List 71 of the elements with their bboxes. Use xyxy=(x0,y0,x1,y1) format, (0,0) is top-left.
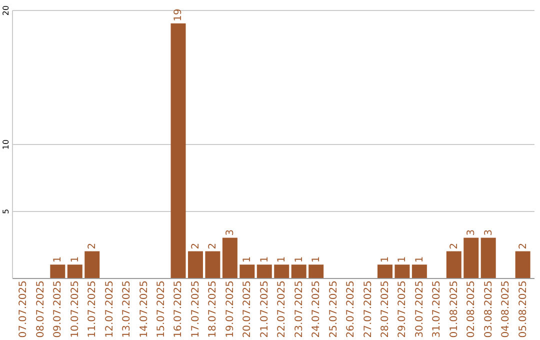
y-tick-label: 10 xyxy=(2,139,10,150)
x-tick-label: 19.07.2025 xyxy=(224,280,236,338)
x-tick-label: 08.07.2025 xyxy=(35,280,46,338)
x-tick-label: 04.08.2025 xyxy=(500,280,512,338)
bar xyxy=(67,264,82,278)
x-tick-label: 30.07.2025 xyxy=(414,280,426,338)
x-tick-label: 21.07.2025 xyxy=(259,280,270,338)
bar xyxy=(412,264,427,278)
bar xyxy=(240,264,255,278)
x-tick-label: 16.07.2025 xyxy=(173,280,184,338)
data-label: 3 xyxy=(483,229,494,236)
x-tick-label: 15.07.2025 xyxy=(156,280,168,338)
y-tick-label: 5 xyxy=(2,208,10,214)
x-tick-label: 13.07.2025 xyxy=(122,280,133,338)
bar xyxy=(205,251,220,278)
bar xyxy=(446,251,462,278)
data-label: 2 xyxy=(208,242,219,250)
data-label: 1 xyxy=(397,256,408,263)
bar xyxy=(50,264,66,278)
data-label: 1 xyxy=(276,256,288,263)
data-label: 2 xyxy=(518,242,529,250)
x-tick-label: 14.07.2025 xyxy=(138,280,150,338)
data-label: 3 xyxy=(466,229,478,236)
data-label: 1 xyxy=(311,256,322,263)
data-label: 1 xyxy=(259,256,270,263)
x-tick-label: 25.07.2025 xyxy=(328,280,340,338)
x-tick-label: 26.07.2025 xyxy=(346,280,357,338)
x-tick-label: 20.07.2025 xyxy=(242,280,254,338)
bar xyxy=(291,264,306,278)
x-tick-label: 01.08.2025 xyxy=(448,280,460,338)
data-label: 1 xyxy=(414,256,426,263)
data-label: 1 xyxy=(242,256,254,263)
data-label: 1 xyxy=(52,256,64,263)
x-tick-label: 12.07.2025 xyxy=(104,280,116,338)
bar xyxy=(274,264,290,278)
bar xyxy=(515,251,530,278)
x-tick-label: 24.07.2025 xyxy=(311,280,322,338)
bar xyxy=(464,238,479,278)
x-tick-label: 09.07.2025 xyxy=(52,280,64,338)
x-tick-label: 05.08.2025 xyxy=(518,280,529,338)
bar xyxy=(222,238,238,278)
bar xyxy=(480,238,496,278)
x-tick-label: 11.07.2025 xyxy=(87,280,98,338)
x-tick-label: 22.07.2025 xyxy=(276,280,288,338)
x-tick-label: 28.07.2025 xyxy=(380,280,391,338)
data-label: 1 xyxy=(294,256,305,263)
y-tick-label: 20 xyxy=(2,5,10,16)
x-tick-label: 07.07.2025 xyxy=(18,280,30,338)
x-tick-label: 02.08.2025 xyxy=(466,280,478,338)
bar xyxy=(188,251,203,278)
bar xyxy=(84,251,100,278)
x-tick-label: 17.07.2025 xyxy=(190,280,202,338)
data-label: 2 xyxy=(448,242,460,250)
bar xyxy=(377,264,392,278)
data-label: 1 xyxy=(380,256,391,263)
bar xyxy=(170,23,186,278)
x-tick-label: 10.07.2025 xyxy=(70,280,81,338)
x-tick-label: 27.07.2025 xyxy=(362,280,374,338)
x-tick-label: 23.07.2025 xyxy=(294,280,305,338)
data-label: 3 xyxy=(224,229,236,236)
data-label: 2 xyxy=(190,242,202,250)
data-label: 2 xyxy=(87,242,98,250)
x-tick-label: 03.08.2025 xyxy=(483,280,494,338)
bar xyxy=(256,264,272,278)
x-tick-label: 31.07.2025 xyxy=(432,280,443,338)
data-label: 1 xyxy=(70,256,81,263)
bar xyxy=(394,264,410,278)
bar xyxy=(308,264,324,278)
x-tick-label: 29.07.2025 xyxy=(397,280,408,338)
data-label: 19 xyxy=(173,8,184,22)
x-tick-label: 18.07.2025 xyxy=(208,280,219,338)
